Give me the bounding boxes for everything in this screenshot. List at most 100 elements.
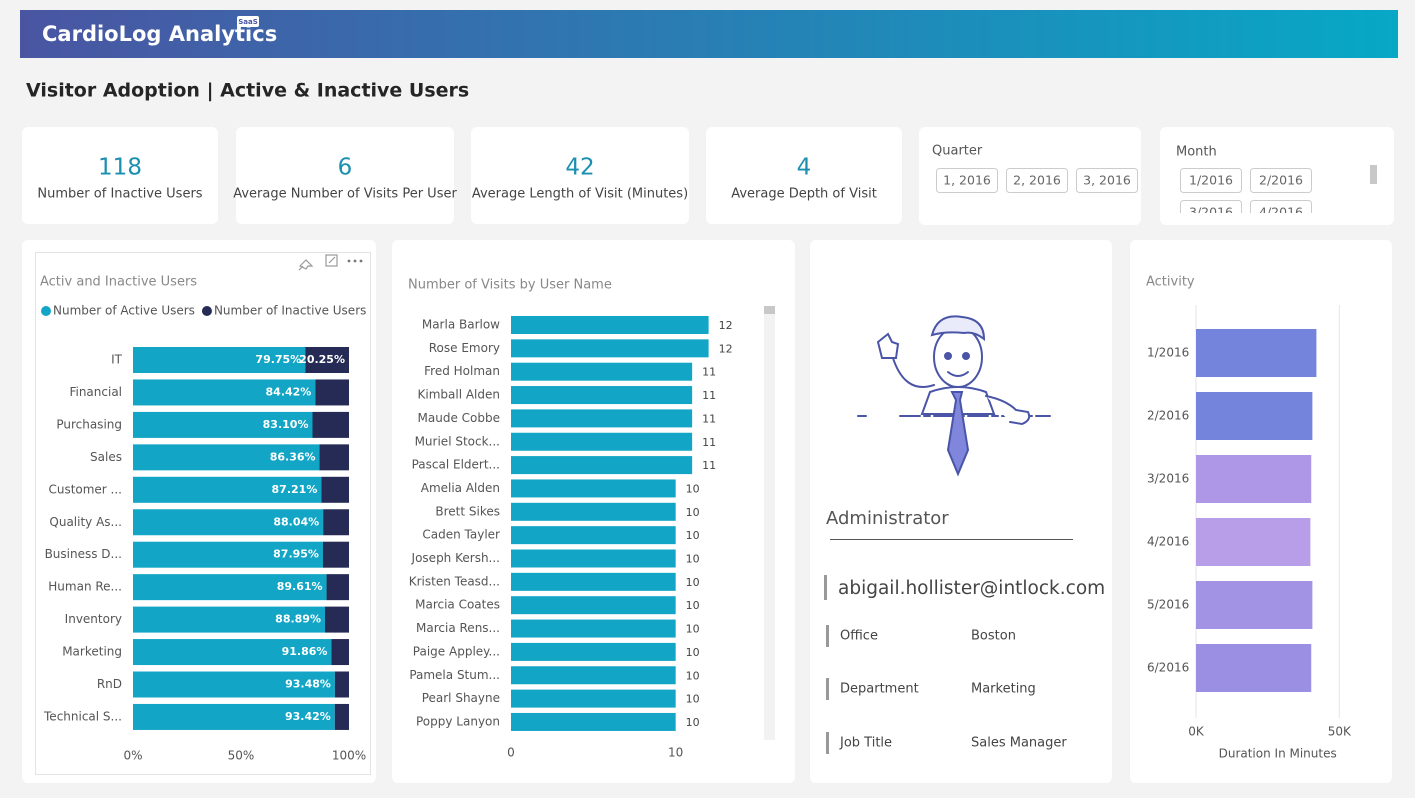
bar <box>511 362 693 381</box>
data-label: 10 <box>686 506 700 519</box>
scrollbar <box>1370 165 1377 184</box>
y-tick-label: Customer ... <box>48 482 122 496</box>
slicer-item[interactable] <box>1180 168 1242 193</box>
illustration <box>857 315 1051 477</box>
bar-segment <box>133 509 324 536</box>
y-tick-label: Technical S... <box>43 709 122 723</box>
y-tick-label: IT <box>111 353 123 367</box>
kpi-row: 118 Number of Inactive Users 6 Average Numb… <box>22 127 902 224</box>
y-tick-label: Financial <box>69 385 122 399</box>
bar-segment <box>326 574 349 601</box>
pin-icon[interactable] <box>298 259 314 271</box>
kpi-value: 4 <box>797 155 812 181</box>
bar-segment <box>315 379 349 406</box>
x-tick-label: 0 <box>507 746 515 760</box>
kpi-value: 42 <box>565 155 594 181</box>
bar-segment <box>133 606 326 633</box>
kpi-value: 6 <box>338 155 353 181</box>
bar-segment <box>133 671 335 698</box>
kpi-card <box>706 127 902 224</box>
bar <box>511 339 709 358</box>
focus-icon[interactable] <box>325 254 338 267</box>
slicer-item-label[interactable]: 2, 2016 <box>1013 173 1061 188</box>
y-tick-label: Inventory <box>65 612 122 626</box>
profile-role: Administrator <box>826 508 949 529</box>
scroll-track <box>764 306 775 740</box>
bar <box>511 409 693 428</box>
hand <box>985 395 1031 426</box>
y-tick-label: Caden Tayler <box>422 528 500 542</box>
slicer-item-label[interactable]: 1, 2016 <box>943 173 991 188</box>
x-tick-label: 50K <box>1328 725 1352 739</box>
slicer-item[interactable] <box>1180 200 1242 225</box>
y-tick-label: 6/2016 <box>1147 661 1189 675</box>
more-icon[interactable] <box>347 259 363 263</box>
slicer-item[interactable] <box>1006 168 1068 193</box>
bar-segment <box>312 411 349 438</box>
head <box>933 326 983 388</box>
slicer-item-label[interactable]: 4/2016 <box>1259 205 1303 220</box>
y-tick-label: Maude Cobbe <box>418 411 500 425</box>
scroll-thumb[interactable] <box>764 306 775 314</box>
bar-segment <box>133 476 322 503</box>
bar <box>511 666 676 685</box>
field-label: Job Title <box>839 736 892 751</box>
slicer-item-label[interactable]: 3/2016 <box>1189 205 1233 220</box>
bar-segment <box>319 444 349 471</box>
data-label: 10 <box>686 623 700 636</box>
y-tick-label: Marketing <box>62 645 122 659</box>
data-label: 11 <box>702 412 716 425</box>
y-tick-label: Muriel Stock... <box>415 434 500 448</box>
bar <box>1196 455 1312 503</box>
focus-icon-arrow <box>328 256 336 264</box>
y-tick-label: Fred Holman <box>424 364 500 378</box>
slicer-item[interactable] <box>936 168 998 193</box>
bar <box>511 432 693 451</box>
accent-bar <box>824 575 827 600</box>
kpi-label: Average Depth of Visit <box>731 187 877 202</box>
bar <box>511 479 676 498</box>
field-value: Sales Manager <box>971 736 1067 751</box>
data-label: 88.89% <box>275 613 321 626</box>
bar-segment <box>133 639 332 666</box>
bar <box>1196 644 1312 692</box>
visual-icons[interactable] <box>298 254 338 271</box>
hair <box>930 315 986 342</box>
y-tick-label: Human Re... <box>48 580 122 594</box>
bar <box>1196 392 1313 440</box>
slicers: Quarter 1, 2016 2, 2016 3, 2016 Month 1/2016 2… <box>932 144 1312 225</box>
y-tick-label: Marcia Rens... <box>416 621 500 635</box>
slicer-item-label[interactable]: 3, 2016 <box>1083 173 1131 188</box>
data-label: 10 <box>686 716 700 729</box>
slicer-item[interactable] <box>1076 168 1138 193</box>
bar <box>511 619 676 638</box>
y-tick-label: Marcia Coates <box>415 598 500 612</box>
y-tick-label: Kristen Teasd... <box>409 574 500 588</box>
bar-segment <box>133 411 313 438</box>
bar-segment <box>331 639 349 666</box>
chart-title: Activity <box>1146 275 1195 290</box>
eye <box>944 352 952 360</box>
bar-segment <box>325 606 349 633</box>
bar-segment <box>323 509 349 536</box>
y-tick-label: Amelia Alden <box>421 481 500 495</box>
bar <box>511 572 676 591</box>
y-tick-label: 5/2016 <box>1147 598 1189 612</box>
legend-swatch <box>41 306 51 316</box>
slicer-item[interactable] <box>1250 168 1312 193</box>
slicer-item[interactable] <box>1250 200 1312 225</box>
dot <box>353 259 357 263</box>
dot <box>359 259 363 263</box>
slicer-item-label[interactable]: 1/2016 <box>1189 173 1233 188</box>
data-label: 11 <box>702 436 716 449</box>
legend-swatch <box>201 306 212 316</box>
bar <box>511 642 676 661</box>
field-value: Marketing <box>971 682 1036 697</box>
y-tick-label: Pascal Eldert... <box>412 458 500 472</box>
slicer-item-label[interactable]: 2/2016 <box>1259 173 1303 188</box>
data-label: 10 <box>686 693 700 706</box>
badge: SaaS <box>238 18 258 26</box>
bar <box>511 549 676 568</box>
bar-segment <box>334 671 349 698</box>
